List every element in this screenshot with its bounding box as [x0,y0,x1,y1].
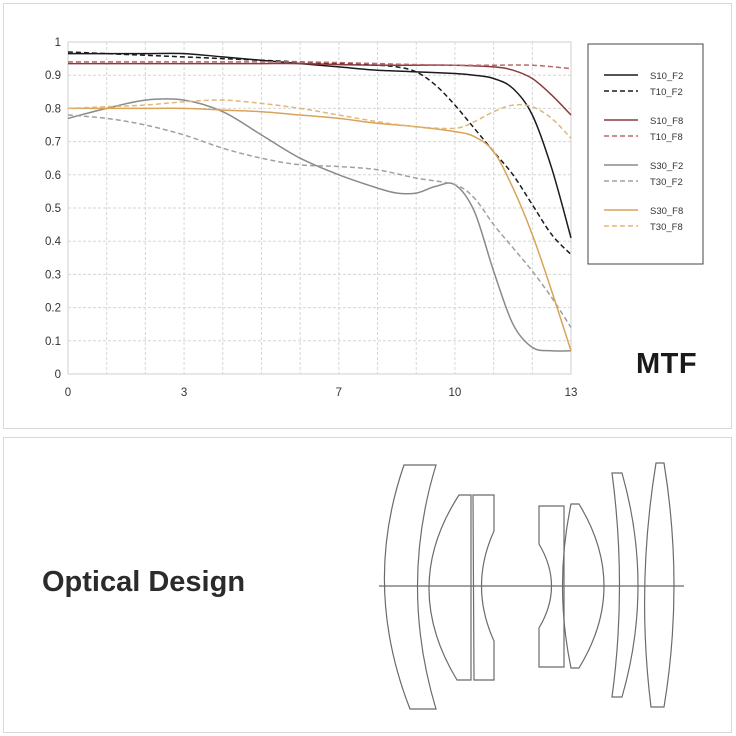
series-line-s30-f8 [68,107,572,352]
y-tick-label: 0.4 [45,236,62,248]
x-tick-label: 7 [336,387,342,399]
series-line-t10-f2 [67,51,572,256]
series-line-t30-f2 [67,114,572,328]
legend-label: S30_F8 [650,206,683,217]
x-tick-label: 0 [65,387,71,399]
series-line-t30-f8 [67,99,572,139]
mtf-title: MTF [636,348,698,380]
legend-label: S30_F2 [650,161,683,172]
legend-label: T10_F8 [650,132,683,143]
legend-label: S10_F8 [650,116,683,127]
series-line-s30-f2 [67,98,572,352]
y-tick-label: 1 [55,37,61,49]
series-line-s10-f8 [68,62,572,116]
y-tick-label: 0.2 [45,303,61,315]
legend-box [587,43,704,265]
y-tick-label: 0.9 [45,70,61,82]
lens-element-2 [428,494,472,681]
optical-design-panel: Optical Design [3,437,732,733]
mtf-panel: 0 0.1 0.2 0.3 0.4 0.5 0.6 0.7 0.8 0.9 1 0 3 7 10 13 S10_… [3,3,732,429]
mtf-chart: 00.10.20.30.40.50.60.70.80.910 3 7 10 13S10_… [45,37,704,399]
y-tick-label: 0.8 [45,103,61,115]
legend-label: T10_F2 [650,87,683,98]
series-line-t10-f8 [67,61,572,70]
legend-label: S10_F2 [650,71,683,82]
x-tick-label: 3 [181,387,187,399]
x-tick-label: 10 [449,387,462,399]
lens-element-6 [611,472,639,698]
y-tick-label: 0 [55,369,61,381]
lens-element-5 [561,503,605,669]
y-tick-label: 0.3 [45,269,61,281]
y-tick-label: 0.6 [45,170,61,182]
lens-element-3 [472,494,495,681]
lens-element-7 [643,462,675,708]
legend-label: T30_F2 [650,177,683,188]
lens-element-1 [383,464,437,710]
legend-label: T30_F8 [650,222,683,233]
series-line-s10-f2 [68,52,572,239]
lens-element-4 [538,505,565,668]
y-tick-label: 0.1 [45,336,61,348]
lens-diagram [379,462,684,710]
y-tick-label: 0.5 [45,203,61,215]
x-tick-label: 13 [565,387,578,399]
y-tick-label: 0.7 [45,137,61,149]
optical-design-title: Optical Design [42,566,246,598]
